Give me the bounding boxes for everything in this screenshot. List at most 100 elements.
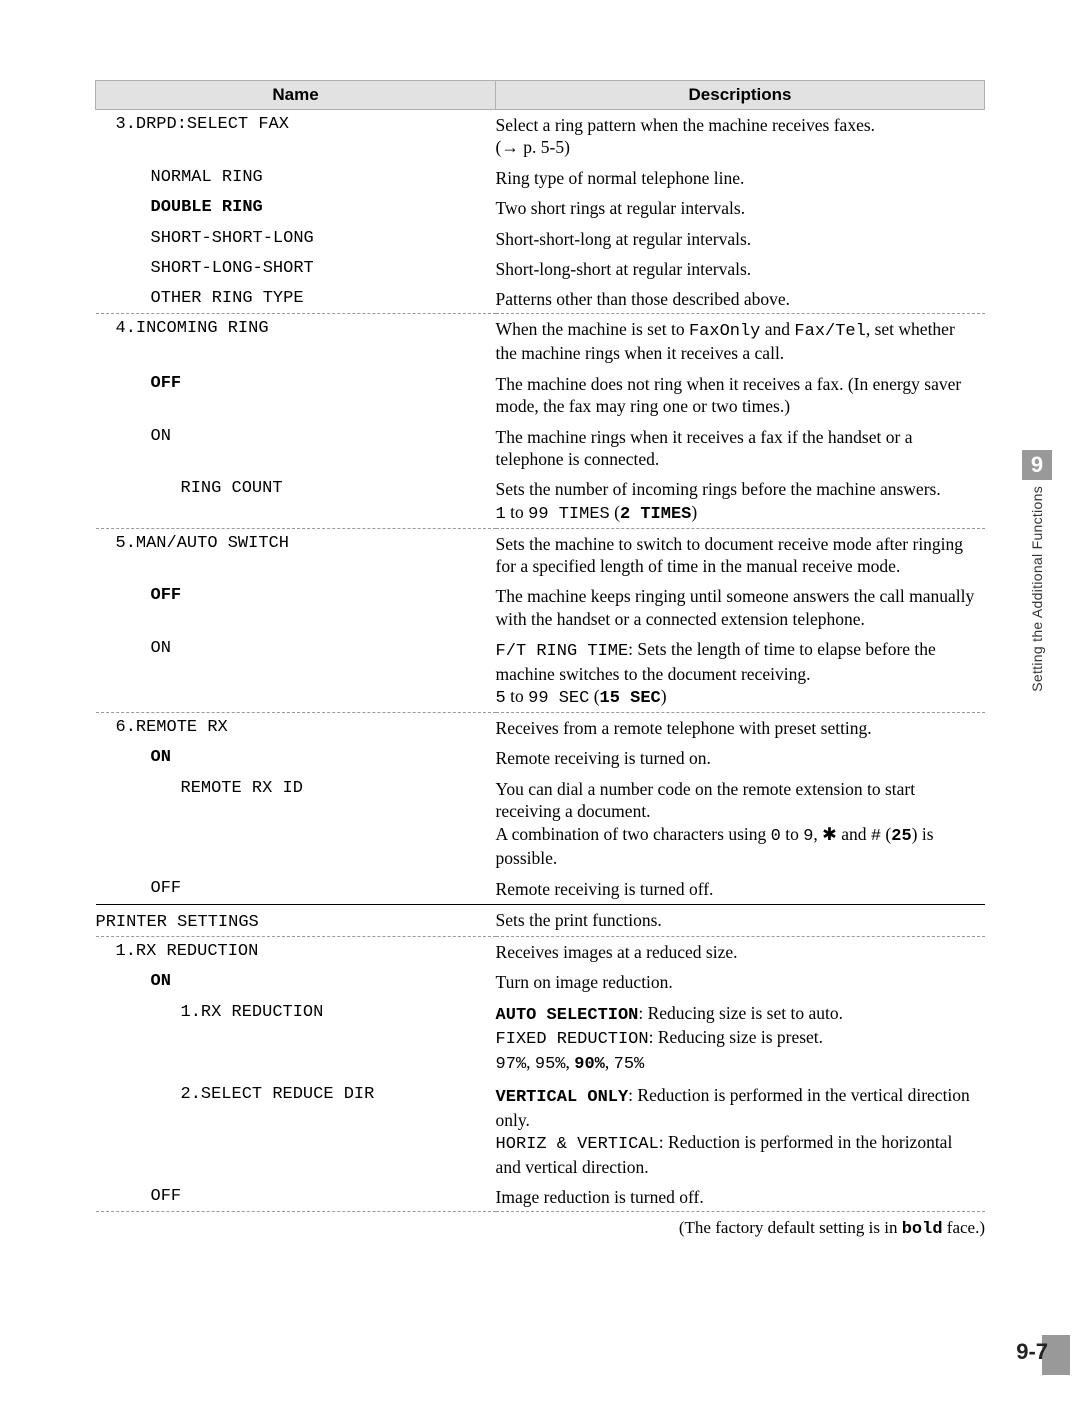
- setting-name: NORMAL RING: [96, 167, 488, 189]
- setting-desc-cell: Remote receiving is turned on.: [496, 743, 985, 773]
- table-body: 3.DRPD:SELECT FAX Select a ring pattern w…: [96, 110, 985, 1212]
- setting-desc-cell: F/T RING TIME: Sets the length of time t…: [496, 634, 985, 712]
- setting-desc-cell: The machine keeps ringing until someone …: [496, 581, 985, 634]
- table-row: ON The machine rings when it receives a f…: [96, 422, 985, 475]
- setting-name-cell: ON: [96, 422, 496, 475]
- table-row: OFF Remote receiving is turned off.: [96, 874, 985, 905]
- setting-name-cell: 6.REMOTE RX: [96, 713, 496, 744]
- setting-name-cell: 1.RX REDUCTION: [96, 998, 496, 1080]
- setting-name-cell: OFF: [96, 874, 496, 905]
- setting-name: OFF: [96, 1186, 488, 1208]
- setting-desc-cell: The machine does not ring when it receiv…: [496, 369, 985, 422]
- table-row: OTHER RING TYPE Patterns other than those…: [96, 284, 985, 313]
- table-row: NORMAL RING Ring type of normal telephone…: [96, 163, 985, 193]
- setting-name: ON: [96, 638, 488, 660]
- setting-name: PRINTER SETTINGS: [96, 913, 259, 932]
- setting-name: ON: [96, 426, 488, 448]
- setting-name-cell: ON: [96, 967, 496, 997]
- setting-name: 1.RX REDUCTION: [96, 1002, 488, 1024]
- table-row: 5.MAN/AUTO SWITCH Sets the machine to swi…: [96, 528, 985, 581]
- setting-name-cell: SHORT-LONG-SHORT: [96, 254, 496, 284]
- setting-name-cell: OFF: [96, 1182, 496, 1211]
- setting-desc-cell: Receives from a remote telephone with pr…: [496, 713, 985, 744]
- setting-name: DOUBLE RING: [96, 197, 488, 219]
- setting-desc-cell: Sets the number of incoming rings before…: [496, 474, 985, 528]
- setting-name-cell: OTHER RING TYPE: [96, 284, 496, 313]
- setting-name: OFF: [96, 878, 488, 900]
- chapter-title-vertical: Setting the Additional Functions: [1029, 486, 1045, 692]
- setting-desc-cell: Short-long-short at regular intervals.: [496, 254, 985, 284]
- setting-desc-cell: The machine rings when it receives a fax…: [496, 422, 985, 475]
- setting-name: 2.SELECT REDUCE DIR: [96, 1084, 488, 1106]
- table-row: 2.SELECT REDUCE DIR VERTICAL ONLY: Reduct…: [96, 1080, 985, 1182]
- table-row: RING COUNT Sets the number of incoming ri…: [96, 474, 985, 528]
- setting-name: SHORT-LONG-SHORT: [96, 258, 488, 280]
- setting-name-cell: OFF: [96, 581, 496, 634]
- setting-desc-cell: Sets the machine to switch to document r…: [496, 528, 985, 581]
- table-row: ON Turn on image reduction.: [96, 967, 985, 997]
- setting-desc-cell: When the machine is set to FaxOnly and F…: [496, 313, 985, 369]
- setting-name: OTHER RING TYPE: [96, 288, 488, 310]
- setting-desc-cell: Sets the print functions.: [496, 905, 985, 937]
- setting-name: REMOTE RX ID: [96, 778, 488, 800]
- table-row: SHORT-LONG-SHORT Short-long-short at regu…: [96, 254, 985, 284]
- setting-desc-cell: You can dial a number code on the remote…: [496, 774, 985, 874]
- table-row: ON F/T RING TIME: Sets the length of time…: [96, 634, 985, 712]
- setting-name-cell: REMOTE RX ID: [96, 774, 496, 874]
- table-row: ONRemote receiving is turned on.: [96, 743, 985, 773]
- setting-name-cell: 4.INCOMING RING: [96, 313, 496, 369]
- setting-name: ON: [96, 971, 488, 993]
- setting-desc-cell: Ring type of normal telephone line.: [496, 163, 985, 193]
- setting-desc-cell: Turn on image reduction.: [496, 967, 985, 997]
- setting-name-cell: ON: [96, 743, 496, 773]
- setting-name-cell: RING COUNT: [96, 474, 496, 528]
- setting-desc-cell: Select a ring pattern when the machine r…: [496, 110, 985, 163]
- setting-name: OFF: [96, 585, 488, 607]
- setting-name: 1.RX REDUCTION: [96, 941, 488, 963]
- table-row: 1.RX REDUCTION Receives images at a reduc…: [96, 936, 985, 967]
- table-row: DOUBLE RING Two short rings at regular in…: [96, 193, 985, 223]
- setting-name-cell: SHORT-SHORT-LONG: [96, 224, 496, 254]
- setting-name: 4.INCOMING RING: [96, 318, 488, 340]
- setting-name-cell: ON: [96, 634, 496, 712]
- table-header-row: Name Descriptions: [96, 81, 985, 110]
- setting-name-cell: 3.DRPD:SELECT FAX: [96, 110, 496, 163]
- setting-desc-cell: Receives images at a reduced size.: [496, 936, 985, 967]
- side-tab: 9 Setting the Additional Functions: [1022, 450, 1052, 692]
- setting-name-cell: OFF: [96, 369, 496, 422]
- setting-desc-cell: AUTO SELECTION: Reducing size is set to …: [496, 998, 985, 1080]
- setting-desc-cell: VERTICAL ONLY: Reduction is performed in…: [496, 1080, 985, 1182]
- setting-name-cell: 2.SELECT REDUCE DIR: [96, 1080, 496, 1182]
- table-row: 4.INCOMING RING When the machine is set t…: [96, 313, 985, 369]
- table-row: 1.RX REDUCTION AUTO SELECTION: Reducing s…: [96, 998, 985, 1080]
- col-desc-header: Descriptions: [496, 81, 985, 110]
- table-row: OFF The machine does not ring when it rec…: [96, 369, 985, 422]
- settings-table: Name Descriptions 3.DRPD:SELECT FAX Selec…: [95, 80, 985, 1212]
- document-page: Name Descriptions 3.DRPD:SELECT FAX Selec…: [0, 0, 1080, 1279]
- chapter-number-box: 9: [1022, 450, 1052, 480]
- table-row: 6.REMOTE RX Receives from a remote teleph…: [96, 713, 985, 744]
- setting-desc-cell: Image reduction is turned off.: [496, 1182, 985, 1211]
- setting-name: 5.MAN/AUTO SWITCH: [96, 533, 488, 555]
- table-row: SHORT-SHORT-LONG Short-short-long at regu…: [96, 224, 985, 254]
- setting-desc-cell: Patterns other than those described abov…: [496, 284, 985, 313]
- setting-name-cell: NORMAL RING: [96, 163, 496, 193]
- page-number: 9-7: [1016, 1339, 1048, 1365]
- setting-name: RING COUNT: [96, 478, 488, 500]
- setting-name: 6.REMOTE RX: [96, 717, 488, 739]
- setting-name-cell: 5.MAN/AUTO SWITCH: [96, 528, 496, 581]
- setting-desc-cell: Remote receiving is turned off.: [496, 874, 985, 905]
- setting-name: 3.DRPD:SELECT FAX: [96, 114, 488, 136]
- factory-default-note: (The factory default setting is in bold …: [95, 1212, 985, 1239]
- table-row: OFF The machine keeps ringing until someo…: [96, 581, 985, 634]
- table-row: REMOTE RX ID You can dial a number code o…: [96, 774, 985, 874]
- table-row: 3.DRPD:SELECT FAX Select a ring pattern w…: [96, 110, 985, 163]
- setting-name-cell: DOUBLE RING: [96, 193, 496, 223]
- setting-name-cell: PRINTER SETTINGS: [96, 905, 496, 937]
- setting-desc-cell: Two short rings at regular intervals.: [496, 193, 985, 223]
- col-name-header: Name: [96, 81, 496, 110]
- setting-desc-cell: Short-short-long at regular intervals.: [496, 224, 985, 254]
- table-row: OFF Image reduction is turned off.: [96, 1182, 985, 1211]
- setting-name: SHORT-SHORT-LONG: [96, 228, 488, 250]
- setting-name: OFF: [96, 373, 488, 395]
